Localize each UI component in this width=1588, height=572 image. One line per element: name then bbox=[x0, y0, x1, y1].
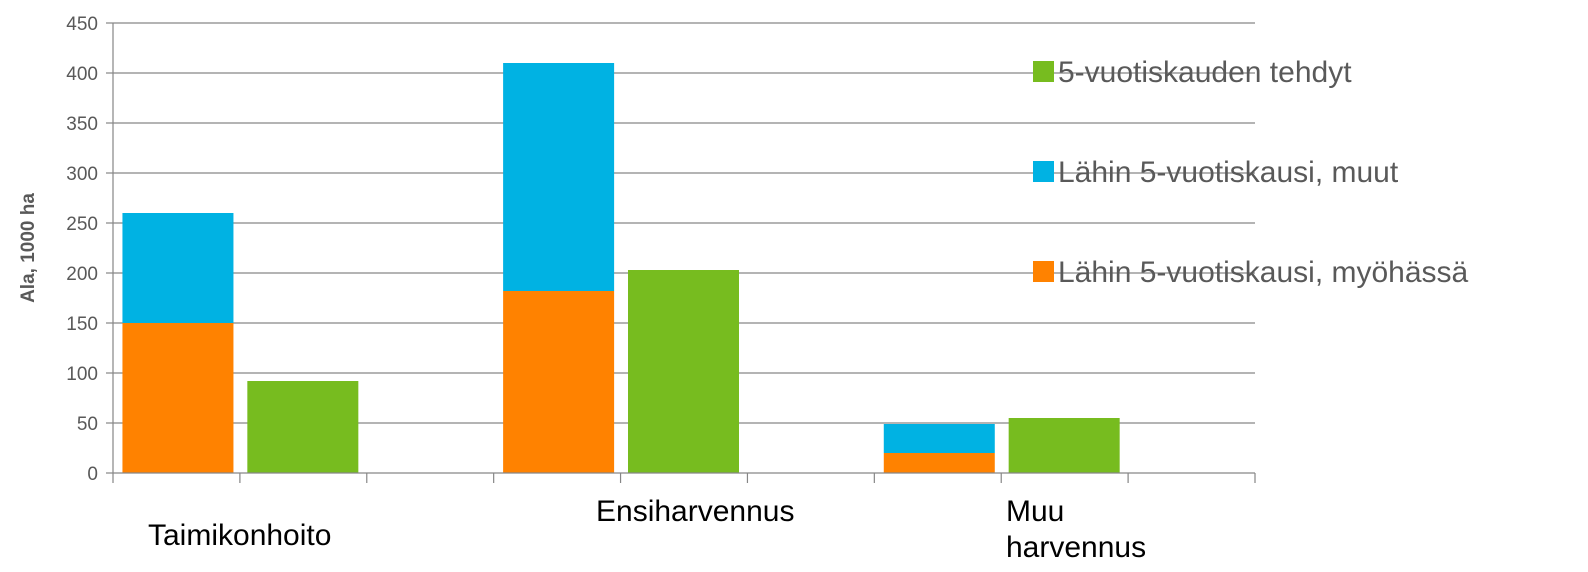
legend-swatch bbox=[1033, 161, 1054, 182]
y-tick-label: 50 bbox=[77, 414, 98, 435]
legend-swatch bbox=[1033, 261, 1054, 282]
category-label: Muu bbox=[1006, 495, 1064, 528]
category-label: Ensiharvennus bbox=[596, 495, 794, 528]
bar-segment bbox=[247, 381, 359, 473]
y-tick-label: 150 bbox=[66, 314, 98, 335]
category-label: harvennus bbox=[1006, 531, 1146, 564]
y-axis-label: Ala, 1000 ha bbox=[18, 193, 39, 303]
y-tick-label: 200 bbox=[66, 264, 98, 285]
bar-segment bbox=[503, 63, 615, 291]
bar-segment bbox=[628, 270, 739, 473]
legend-label: Lähin 5-vuotiskausi, muut bbox=[1058, 156, 1399, 189]
y-tick-label: 250 bbox=[66, 214, 98, 235]
category-label: Taimikonhoito bbox=[148, 519, 331, 552]
y-tick-label: 450 bbox=[66, 14, 98, 35]
bar-segment bbox=[883, 424, 995, 453]
y-tick-label: 400 bbox=[66, 64, 98, 85]
y-tick-label: 350 bbox=[66, 114, 98, 135]
legend-label: 5-vuotiskauden tehdyt bbox=[1058, 56, 1352, 89]
y-tick-label: 0 bbox=[87, 464, 98, 485]
bar-segment bbox=[503, 291, 615, 473]
bar-segment bbox=[1008, 418, 1120, 473]
y-tick-label: 100 bbox=[66, 364, 98, 385]
bar-segment bbox=[122, 213, 234, 323]
gridlines bbox=[113, 22, 1255, 424]
legend-swatch bbox=[1033, 61, 1054, 82]
bars bbox=[122, 63, 1120, 473]
y-tick-label: 300 bbox=[66, 164, 98, 185]
y-tick-labels: 0 50 100 150 200 250 300 350 400 450 bbox=[66, 14, 98, 485]
bar-segment bbox=[122, 323, 234, 473]
axes bbox=[106, 22, 1256, 483]
bar-segment bbox=[883, 453, 995, 473]
legend: 5-vuotiskauden tehdyt Lähin 5-vuotiskausi… bbox=[1033, 56, 1469, 289]
legend-label: Lähin 5-vuotiskausi, myöhässä bbox=[1058, 256, 1469, 289]
